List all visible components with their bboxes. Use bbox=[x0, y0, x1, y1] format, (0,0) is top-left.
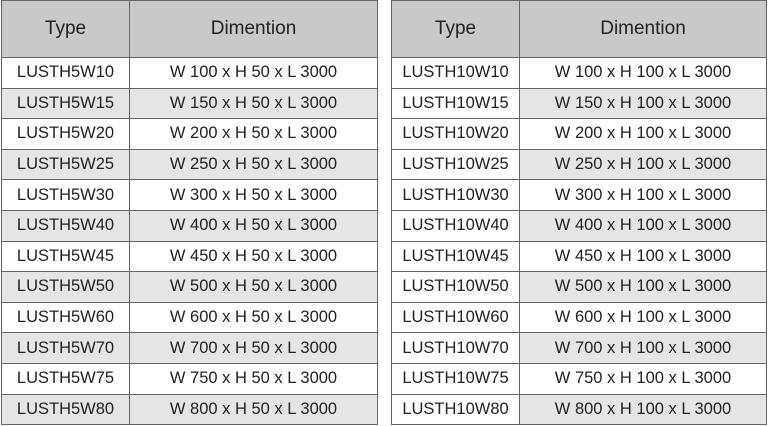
table-row: LUSTH5W10 W 100 x H 50 x L 3000 bbox=[1, 57, 378, 89]
cell-type: LUSTH5W80 bbox=[1, 393, 130, 426]
table-row: LUSTH5W20 W 200 x H 50 x L 3000 bbox=[1, 118, 378, 150]
cell-type: LUSTH5W10 bbox=[1, 57, 130, 89]
cell-dimension: W 150 x H 50 x L 3000 bbox=[129, 87, 378, 120]
cell-dimension: W 300 x H 50 x L 3000 bbox=[129, 179, 378, 211]
cell-type: LUSTH5W60 bbox=[1, 301, 130, 334]
cell-dimension: W 400 x H 50 x L 3000 bbox=[129, 209, 378, 242]
cell-type: LUSTH10W80 bbox=[391, 393, 520, 426]
table-row: LUSTH10W70 W 700 x H 100 x L 3000 bbox=[391, 332, 767, 364]
cell-dimension: W 400 x H 100 x L 3000 bbox=[519, 209, 767, 242]
cell-type: LUSTH10W10 bbox=[391, 57, 520, 89]
cell-type: LUSTH5W15 bbox=[1, 87, 130, 120]
cell-dimension: W 450 x H 100 x L 3000 bbox=[519, 240, 767, 273]
table-row: LUSTH5W80 W 800 x H 50 x L 3000 bbox=[1, 393, 378, 426]
header-type: Type bbox=[391, 0, 520, 58]
cell-type: LUSTH10W70 bbox=[391, 332, 520, 364]
table-row: LUSTH10W60 W 600 x H 100 x L 3000 bbox=[391, 301, 767, 334]
table-row: LUSTH10W25 W 250 x H 100 x L 3000 bbox=[391, 148, 767, 181]
table-row: LUSTH10W15 W 150 x H 100 x L 3000 bbox=[391, 87, 767, 120]
table-5w: Type Dimention LUSTH5W10 W 100 x H 50 x L… bbox=[1, 0, 378, 426]
cell-type: LUSTH5W40 bbox=[1, 209, 130, 242]
table-row: LUSTH5W60 W 600 x H 50 x L 3000 bbox=[1, 301, 378, 334]
cell-dimension: W 200 x H 50 x L 3000 bbox=[129, 118, 378, 150]
cell-dimension: W 800 x H 50 x L 3000 bbox=[129, 393, 378, 426]
cell-type: LUSTH5W70 bbox=[1, 332, 130, 364]
cell-dimension: W 750 x H 50 x L 3000 bbox=[129, 362, 378, 395]
table-row: LUSTH5W45 W 450 x H 50 x L 3000 bbox=[1, 240, 378, 273]
cell-dimension: W 700 x H 100 x L 3000 bbox=[519, 332, 767, 364]
table-row: LUSTH10W45 W 450 x H 100 x L 3000 bbox=[391, 240, 767, 273]
cell-dimension: W 100 x H 50 x L 3000 bbox=[129, 57, 378, 89]
cell-type: LUSTH10W60 bbox=[391, 301, 520, 334]
cell-type: LUSTH5W75 bbox=[1, 362, 130, 395]
cell-dimension: W 200 x H 100 x L 3000 bbox=[519, 118, 767, 150]
cell-type: LUSTH5W45 bbox=[1, 240, 130, 273]
cell-type: LUSTH10W25 bbox=[391, 148, 520, 181]
table-row: LUSTH5W40 W 400 x H 50 x L 3000 bbox=[1, 209, 378, 242]
cell-dimension: W 700 x H 50 x L 3000 bbox=[129, 332, 378, 364]
table-row: LUSTH10W10 W 100 x H 100 x L 3000 bbox=[391, 57, 767, 89]
cell-dimension: W 250 x H 100 x L 3000 bbox=[519, 148, 767, 181]
table-row: LUSTH10W80 W 800 x H 100 x L 3000 bbox=[391, 393, 767, 426]
table-row: LUSTH5W70 W 700 x H 50 x L 3000 bbox=[1, 332, 378, 364]
cell-type: LUSTH10W50 bbox=[391, 271, 520, 303]
table-row: LUSTH10W20 W 200 x H 100 x L 3000 bbox=[391, 118, 767, 150]
table-row: LUSTH10W40 W 400 x H 100 x L 3000 bbox=[391, 209, 767, 242]
cell-dimension: W 600 x H 100 x L 3000 bbox=[519, 301, 767, 334]
cell-dimension: W 100 x H 100 x L 3000 bbox=[519, 57, 767, 89]
cell-type: LUSTH10W45 bbox=[391, 240, 520, 273]
table-row: LUSTH5W50 W 500 x H 50 x L 3000 bbox=[1, 271, 378, 303]
header-row: Type Dimention bbox=[391, 0, 767, 58]
cell-dimension: W 500 x H 50 x L 3000 bbox=[129, 271, 378, 303]
table-row: LUSTH10W50 W 500 x H 100 x L 3000 bbox=[391, 271, 767, 303]
table-row: LUSTH5W75 W 750 x H 50 x L 3000 bbox=[1, 362, 378, 395]
cell-dimension: W 300 x H 100 x L 3000 bbox=[519, 179, 767, 211]
cell-type: LUSTH5W30 bbox=[1, 179, 130, 211]
cell-dimension: W 250 x H 50 x L 3000 bbox=[129, 148, 378, 181]
cell-type: LUSTH5W25 bbox=[1, 148, 130, 181]
cell-dimension: W 600 x H 50 x L 3000 bbox=[129, 301, 378, 334]
cell-dimension: W 800 x H 100 x L 3000 bbox=[519, 393, 767, 426]
cell-type: LUSTH5W50 bbox=[1, 271, 130, 303]
header-dimention: Dimention bbox=[519, 0, 767, 58]
cell-dimension: W 450 x H 50 x L 3000 bbox=[129, 240, 378, 273]
table-row: LUSTH10W30 W 300 x H 100 x L 3000 bbox=[391, 179, 767, 211]
header-dimention: Dimention bbox=[129, 0, 378, 58]
cell-type: LUSTH5W20 bbox=[1, 118, 130, 150]
header-row: Type Dimention bbox=[1, 0, 378, 58]
cell-dimension: W 750 x H 100 x L 3000 bbox=[519, 362, 767, 395]
table-row: LUSTH5W15 W 150 x H 50 x L 3000 bbox=[1, 87, 378, 120]
table-row: LUSTH5W30 W 300 x H 50 x L 3000 bbox=[1, 179, 378, 211]
cell-dimension: W 500 x H 100 x L 3000 bbox=[519, 271, 767, 303]
cell-type: LUSTH10W75 bbox=[391, 362, 520, 395]
table-10w: Type Dimention LUSTH10W10 W 100 x H 100 x… bbox=[391, 0, 767, 426]
cell-dimension: W 150 x H 100 x L 3000 bbox=[519, 87, 767, 120]
cell-type: LUSTH10W15 bbox=[391, 87, 520, 120]
cell-type: LUSTH10W20 bbox=[391, 118, 520, 150]
header-type: Type bbox=[1, 0, 130, 58]
table-row: LUSTH5W25 W 250 x H 50 x L 3000 bbox=[1, 148, 378, 181]
table-row: LUSTH10W75 W 750 x H 100 x L 3000 bbox=[391, 362, 767, 395]
cell-type: LUSTH10W30 bbox=[391, 179, 520, 211]
cell-type: LUSTH10W40 bbox=[391, 209, 520, 242]
